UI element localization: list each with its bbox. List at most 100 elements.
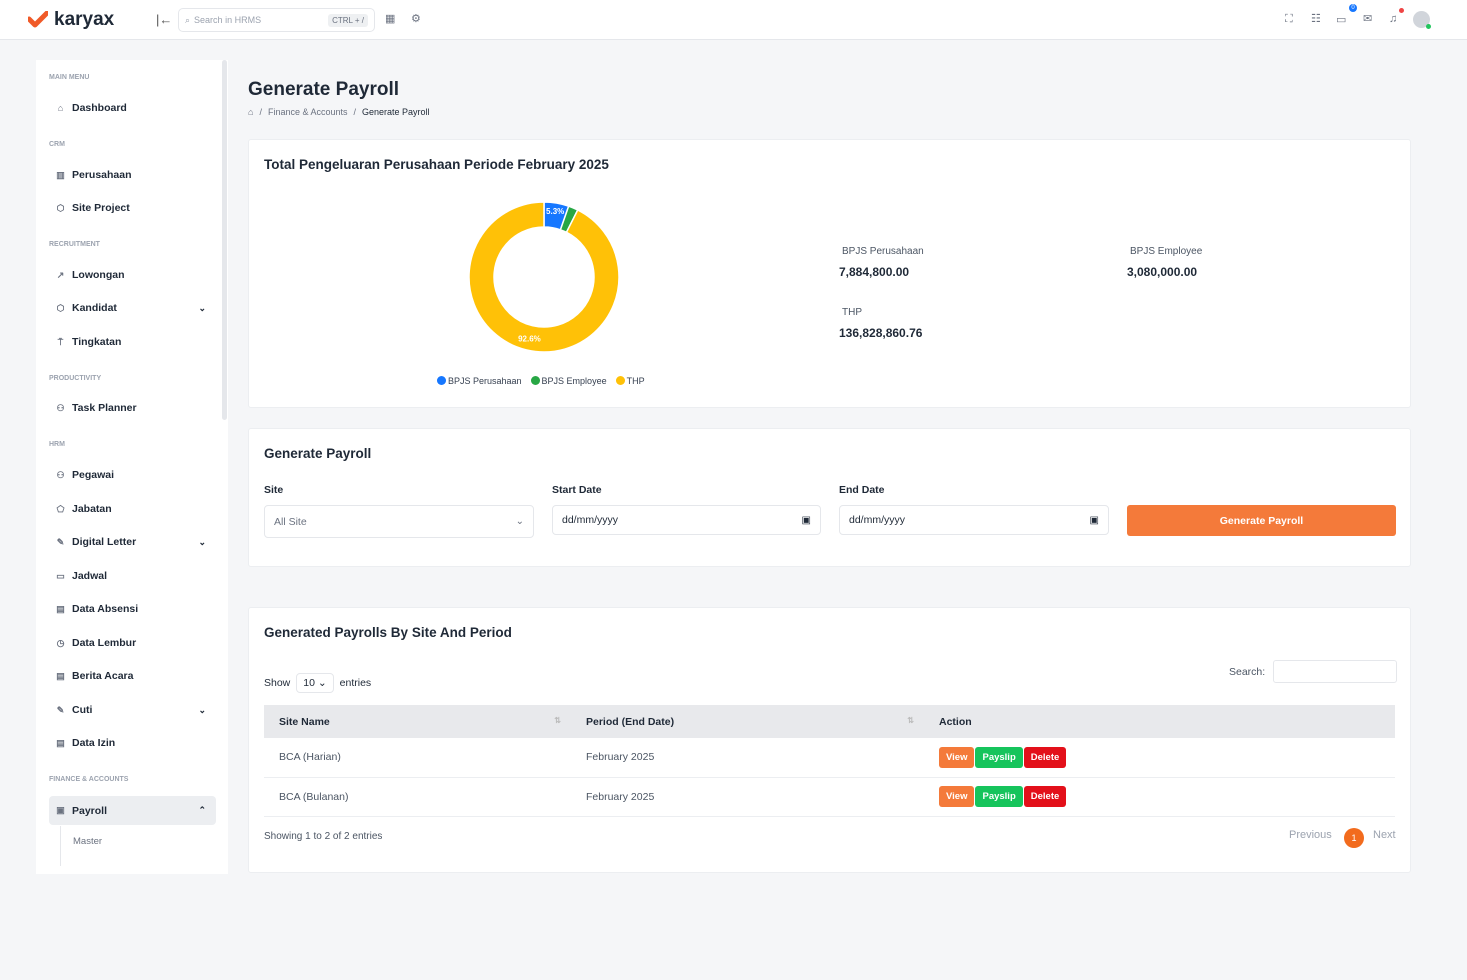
search-input[interactable]: ⌕ Search in HRMS CTRL + / (178, 8, 375, 32)
end-date-label: End Date (839, 484, 885, 496)
home-icon: ⌂ (57, 103, 64, 113)
sidebar-item-perusahaan[interactable]: ▥ Perusahaan (49, 161, 216, 189)
sidebar-item-cuti[interactable]: ✎ Cuti ⌄ (49, 696, 216, 724)
sidebar-item-label: Data Absensi (72, 603, 139, 615)
payslip-button[interactable]: Payslip (975, 746, 1023, 768)
page-1-button[interactable]: 1 (1344, 828, 1364, 848)
sidebar-item-label: Site Project (72, 202, 130, 214)
breadcrumb: ⌂ / Finance & Accounts / Generate Payroll (248, 107, 430, 117)
entries-select[interactable]: 10 ⌄ (296, 673, 334, 693)
sidebar-item-lowongan[interactable]: ↗ Lowongan (49, 261, 216, 289)
shield-icon: ⬠ (56, 503, 65, 514)
sidebar-item-payroll[interactable]: ▣ Payroll ⌃ (49, 796, 216, 825)
summary-title: Total Pengeluaran Perusahaan Periode Feb… (264, 157, 609, 172)
shortcut-hint: CTRL + / (328, 13, 368, 27)
delete-button[interactable]: Delete (1023, 746, 1067, 768)
sidebar-item-pegawai[interactable]: ⚇ Pegawai (49, 461, 216, 489)
edit-icon: ✎ (56, 704, 65, 715)
logo[interactable]: karyax (28, 9, 114, 31)
sidebar-item-label: Tingkatan (72, 336, 122, 348)
slice-thp[interactable] (468, 201, 620, 353)
table-row: BCA (Harian) February 2025 View Payslip De… (264, 738, 1395, 778)
delete-button[interactable]: Delete (1023, 786, 1067, 807)
sidebar-item-digital-letter[interactable]: ✎ Digital Letter ⌄ (49, 528, 216, 556)
users-icon: ⚇ (56, 469, 65, 480)
search-icon: ⌕ (185, 14, 191, 25)
sidebar-item-kandidat[interactable]: ⬡ Kandidat ⌄ (49, 294, 216, 322)
column-site-name[interactable]: Site Name ⇅ (264, 705, 571, 738)
payroll-table-card: Generated Payrolls By Site And Period Sh… (248, 607, 1411, 873)
home-icon[interactable]: ⌂ (248, 107, 254, 117)
sidebar: MAIN MENU ⌂ Dashboard CRM ▥ Perusahaan ⬡ Si… (36, 60, 228, 874)
sidebar-item-data-izin[interactable]: ▤ Data Izin (49, 729, 216, 757)
period-cell: February 2025 (571, 738, 924, 778)
sidebar-item-site-project[interactable]: ⬡ Site Project (49, 194, 216, 222)
sidebar-item-jadwal[interactable]: ▭ Jadwal (49, 562, 216, 590)
table-search-input[interactable] (1273, 660, 1397, 683)
sidebar-scrollbar[interactable] (222, 60, 227, 420)
generate-payroll-button[interactable]: Generate Payroll (1127, 505, 1396, 536)
sidebar-subitem-master[interactable]: Master (73, 836, 103, 847)
site-select[interactable]: All Site ⌄ (264, 505, 534, 538)
bell-icon[interactable]: ♫ (1389, 13, 1398, 25)
avatar[interactable] (1413, 11, 1431, 29)
sidebar-item-berita-acara[interactable]: ▤ Berita Acara (49, 662, 216, 690)
legend-bpjs-employee[interactable]: BPJS Employee (530, 376, 607, 386)
sidebar-item-label: Berita Acara (72, 670, 134, 682)
layout-icon[interactable]: ☷ (1311, 13, 1321, 25)
settings-icon[interactable]: ⚙ (411, 13, 421, 25)
start-date-input[interactable]: dd/mm/yyyy ▣ (552, 505, 821, 535)
stat-label-thp: THP (842, 307, 862, 318)
sidebar-item-label: Data Izin (72, 737, 116, 749)
sidebar-item-label: Jadwal (72, 570, 108, 582)
chevron-down-icon: ⌄ (198, 536, 206, 547)
apps-grid-icon[interactable]: ▦ (385, 13, 396, 25)
next-button[interactable]: Next (1373, 829, 1396, 841)
previous-button[interactable]: Previous (1289, 829, 1332, 841)
file-icon: ▤ (56, 670, 65, 681)
legend-bpjs-perusahaan[interactable]: BPJS Perusahaan (437, 376, 522, 386)
building-icon: ▥ (56, 169, 65, 180)
mail-icon[interactable]: ✉ (1363, 13, 1373, 25)
sidebar-item-label: Pegawai (72, 469, 115, 481)
stat-label-bpjs-employee: BPJS Employee (1130, 246, 1203, 257)
chevron-up-icon: ⌃ (198, 805, 206, 815)
collapse-sidebar-icon[interactable]: |← (156, 12, 173, 27)
generate-form-card: Generate Payroll Site All Site ⌄ Start Da… (248, 428, 1411, 567)
view-button[interactable]: View (939, 786, 975, 807)
section-finance: FINANCE & ACCOUNTS (49, 776, 129, 783)
end-date-input[interactable]: dd/mm/yyyy ▣ (839, 505, 1109, 535)
column-action: Action (924, 705, 1395, 738)
site-label: Site (264, 484, 284, 496)
breadcrumb-current: Generate Payroll (362, 107, 430, 117)
view-button[interactable]: View (939, 746, 975, 768)
sidebar-item-task-planner[interactable]: ⚇ Task Planner (49, 394, 216, 422)
chat-icon[interactable]: ▭ (1336, 14, 1347, 26)
top-bar: karyax |← ⌕ Search in HRMS CTRL + / ▦ ⚙ … (0, 0, 1467, 40)
stat-value-bpjs-perusahaan: 7,884,800.00 (839, 265, 910, 279)
form-title: Generate Payroll (264, 446, 372, 461)
sidebar-item-tingkatan[interactable]: ⍑ Tingkatan (49, 328, 216, 356)
data-label: 92.6% (518, 334, 541, 343)
fullscreen-icon[interactable]: ⛶ (1285, 13, 1293, 25)
sidebar-item-data-lembur[interactable]: ◷ Data Lembur (49, 629, 216, 657)
payslip-button[interactable]: Payslip (975, 786, 1023, 807)
sidebar-item-jabatan[interactable]: ⬠ Jabatan (49, 495, 216, 523)
breadcrumb-finance[interactable]: Finance & Accounts (267, 107, 348, 117)
checkmark-logo-icon (28, 11, 48, 28)
cube-icon: ⬡ (56, 202, 65, 213)
data-label: 5.3% (546, 207, 564, 216)
entries-control: Show 10 ⌄ entries (264, 673, 371, 693)
sidebar-item-data-absensi[interactable]: ▤ Data Absensi (49, 595, 216, 623)
sidebar-item-label: Kandidat (72, 302, 117, 314)
calendar-icon: ▭ (56, 570, 65, 581)
legend-thp[interactable]: THP (615, 376, 645, 386)
column-period[interactable]: Period (End Date) ⇅ (571, 705, 924, 738)
sidebar-item-dashboard[interactable]: ⌂ Dashboard (49, 94, 216, 122)
sidebar-item-label: Dashboard (72, 102, 127, 114)
chart-legend: BPJS Perusahaan BPJS Employee THP (437, 376, 645, 386)
donut-chart: 5.3% 92.6% (468, 201, 620, 353)
table-row: BCA (Bulanan) February 2025 View Payslip D… (264, 777, 1395, 817)
section-productivity: PRODUCTIVITY (49, 375, 102, 382)
stat-value-thp: 136,828,860.76 (839, 326, 923, 340)
